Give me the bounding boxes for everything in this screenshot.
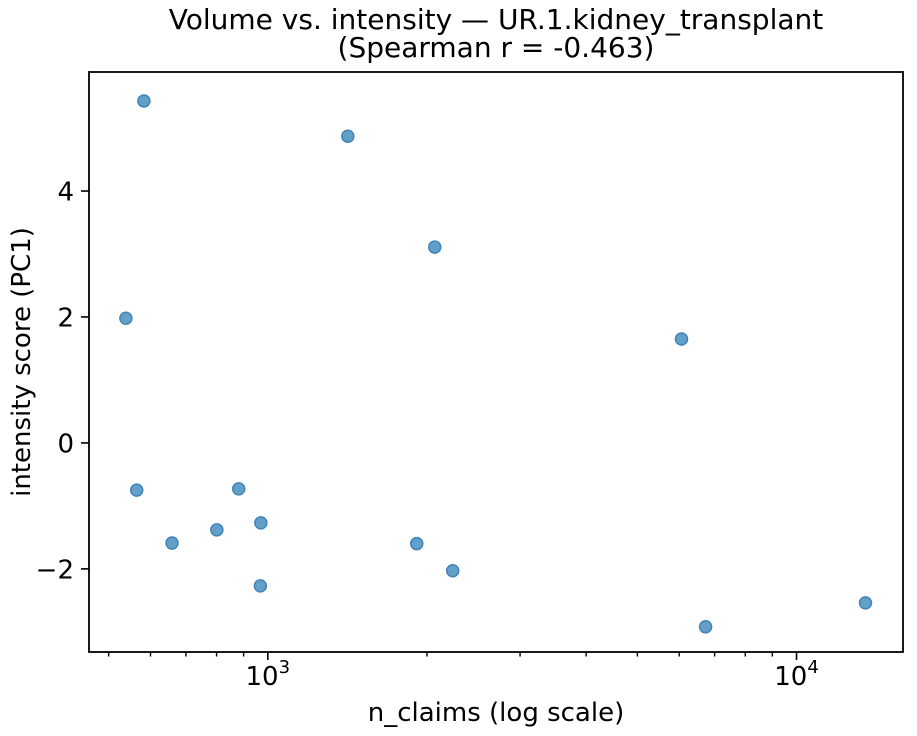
- x-tick-label: 104: [774, 657, 819, 692]
- data-point: [858, 596, 873, 610]
- data-point: [231, 482, 246, 496]
- y-axis-label: intensity score (PC1): [7, 227, 37, 497]
- x-axis-label: n_claims (log scale): [367, 698, 625, 728]
- chart-title: Volume vs. intensity — UR.1.kidney_trans…: [89, 6, 903, 62]
- y-tick-label: −2: [36, 555, 74, 585]
- chart-title-line2: (Spearman r = -0.463): [337, 31, 655, 64]
- data-point: [210, 523, 224, 537]
- data-point: [253, 579, 268, 593]
- data-point: [254, 516, 268, 530]
- data-point: [445, 564, 460, 578]
- data-point: [341, 129, 355, 143]
- data-point: [165, 536, 179, 550]
- data-point: [410, 536, 424, 551]
- plot-frame: [88, 71, 904, 653]
- data-point: [698, 620, 713, 634]
- y-tick-label: 2: [57, 303, 74, 333]
- data-point: [129, 483, 144, 497]
- y-tick-label: 4: [57, 178, 74, 208]
- chart-title-line1: Volume vs. intensity — UR.1.kidney_trans…: [168, 3, 824, 36]
- y-tick-label: 0: [57, 429, 74, 459]
- x-tick-label: 103: [246, 657, 291, 692]
- data-point: [137, 94, 151, 108]
- data-point: [674, 332, 689, 346]
- data-point: [119, 311, 133, 325]
- data-point: [428, 240, 442, 254]
